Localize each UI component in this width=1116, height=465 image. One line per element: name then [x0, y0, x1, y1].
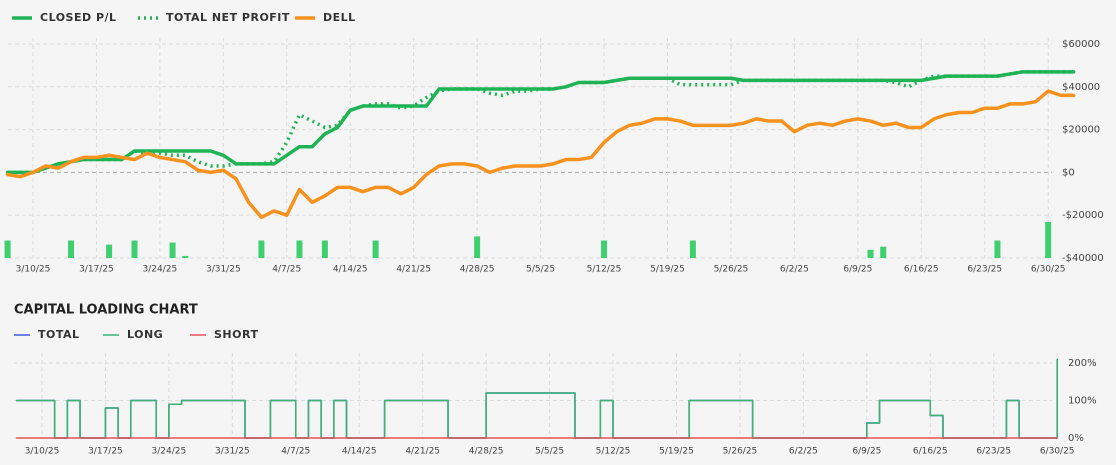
- x-tick-label: 4/28/25: [460, 265, 495, 275]
- x-tick-label: 5/5/25: [535, 447, 564, 457]
- series-line: [5, 70, 1076, 175]
- x-tick-label: 6/30/25: [1031, 265, 1066, 275]
- x-tick-label: 5/12/25: [587, 265, 622, 275]
- y-tick-label: 100%: [1068, 396, 1097, 407]
- x-tick-label: 6/16/25: [904, 265, 939, 275]
- bar: [994, 240, 1001, 258]
- y-tick-label: $20000: [1062, 125, 1100, 136]
- y-tick-label: $40000: [1062, 82, 1100, 93]
- series-line: [15, 358, 1058, 439]
- x-tick-label: 5/5/25: [526, 265, 555, 275]
- x-tick-label: 3/17/25: [79, 265, 114, 275]
- bar: [131, 240, 138, 258]
- y-tick-label: 0%: [1068, 433, 1084, 444]
- legend-label: TOTAL NET PROFIT: [166, 11, 290, 24]
- x-tick-label: 4/7/25: [272, 265, 301, 275]
- bar: [689, 240, 696, 258]
- chart-title: CAPITAL LOADING CHART: [14, 303, 198, 318]
- legend-label: LONG: [127, 328, 163, 341]
- series-line: [5, 89, 1076, 220]
- legend-label: DELL: [323, 11, 356, 24]
- y-tick-label: -$20000: [1062, 210, 1104, 221]
- x-tick-label: 3/24/25: [143, 265, 178, 275]
- x-tick-label: 6/30/25: [1040, 447, 1075, 457]
- x-tick-label: 6/23/25: [967, 265, 1002, 275]
- bar: [880, 246, 887, 258]
- x-tick-label: 3/24/25: [152, 447, 187, 457]
- x-tick-label: 4/21/25: [396, 265, 431, 275]
- x-tick-label: 4/21/25: [405, 447, 440, 457]
- bar: [182, 255, 189, 258]
- y-tick-label: $0: [1062, 167, 1075, 178]
- x-tick-label: 5/12/25: [596, 447, 631, 457]
- series-line: [15, 358, 1058, 439]
- bar: [4, 240, 11, 258]
- x-tick-label: 3/31/25: [215, 447, 250, 457]
- y-tick-label: $60000: [1062, 39, 1100, 50]
- bar: [372, 240, 379, 258]
- x-tick-label: 3/10/25: [25, 447, 60, 457]
- x-tick-label: 4/14/25: [342, 447, 377, 457]
- x-tick-label: 5/26/25: [714, 265, 749, 275]
- bar: [1045, 222, 1052, 258]
- x-tick-label: 3/10/25: [16, 265, 51, 275]
- x-tick-label: 3/17/25: [88, 447, 123, 457]
- bar: [321, 240, 328, 258]
- x-tick-label: 6/16/25: [913, 447, 948, 457]
- bar: [106, 244, 113, 258]
- x-tick-label: 6/2/25: [789, 447, 818, 457]
- x-tick-label: 5/19/25: [650, 265, 685, 275]
- bar: [169, 242, 176, 258]
- y-tick-label: -$40000: [1062, 253, 1104, 264]
- x-tick-label: 6/9/25: [852, 447, 881, 457]
- x-tick-label: 4/7/25: [281, 447, 310, 457]
- bar: [474, 236, 481, 258]
- x-tick-label: 6/9/25: [843, 265, 872, 275]
- legend-label: SHORT: [214, 328, 258, 341]
- bar: [258, 240, 265, 258]
- legend-label: CLOSED P/L: [40, 11, 117, 24]
- x-tick-label: 6/23/25: [976, 447, 1011, 457]
- bar: [68, 240, 75, 258]
- x-tick-label: 3/31/25: [206, 265, 241, 275]
- x-tick-label: 4/14/25: [333, 265, 368, 275]
- bar: [296, 240, 303, 258]
- x-tick-label: 5/19/25: [659, 447, 694, 457]
- x-tick-label: 5/26/25: [723, 447, 758, 457]
- y-tick-label: 200%: [1068, 358, 1097, 369]
- x-tick-label: 4/28/25: [469, 447, 504, 457]
- x-tick-label: 6/2/25: [780, 265, 809, 275]
- bar: [867, 249, 874, 258]
- legend-label: TOTAL: [38, 328, 80, 341]
- bar: [601, 240, 608, 258]
